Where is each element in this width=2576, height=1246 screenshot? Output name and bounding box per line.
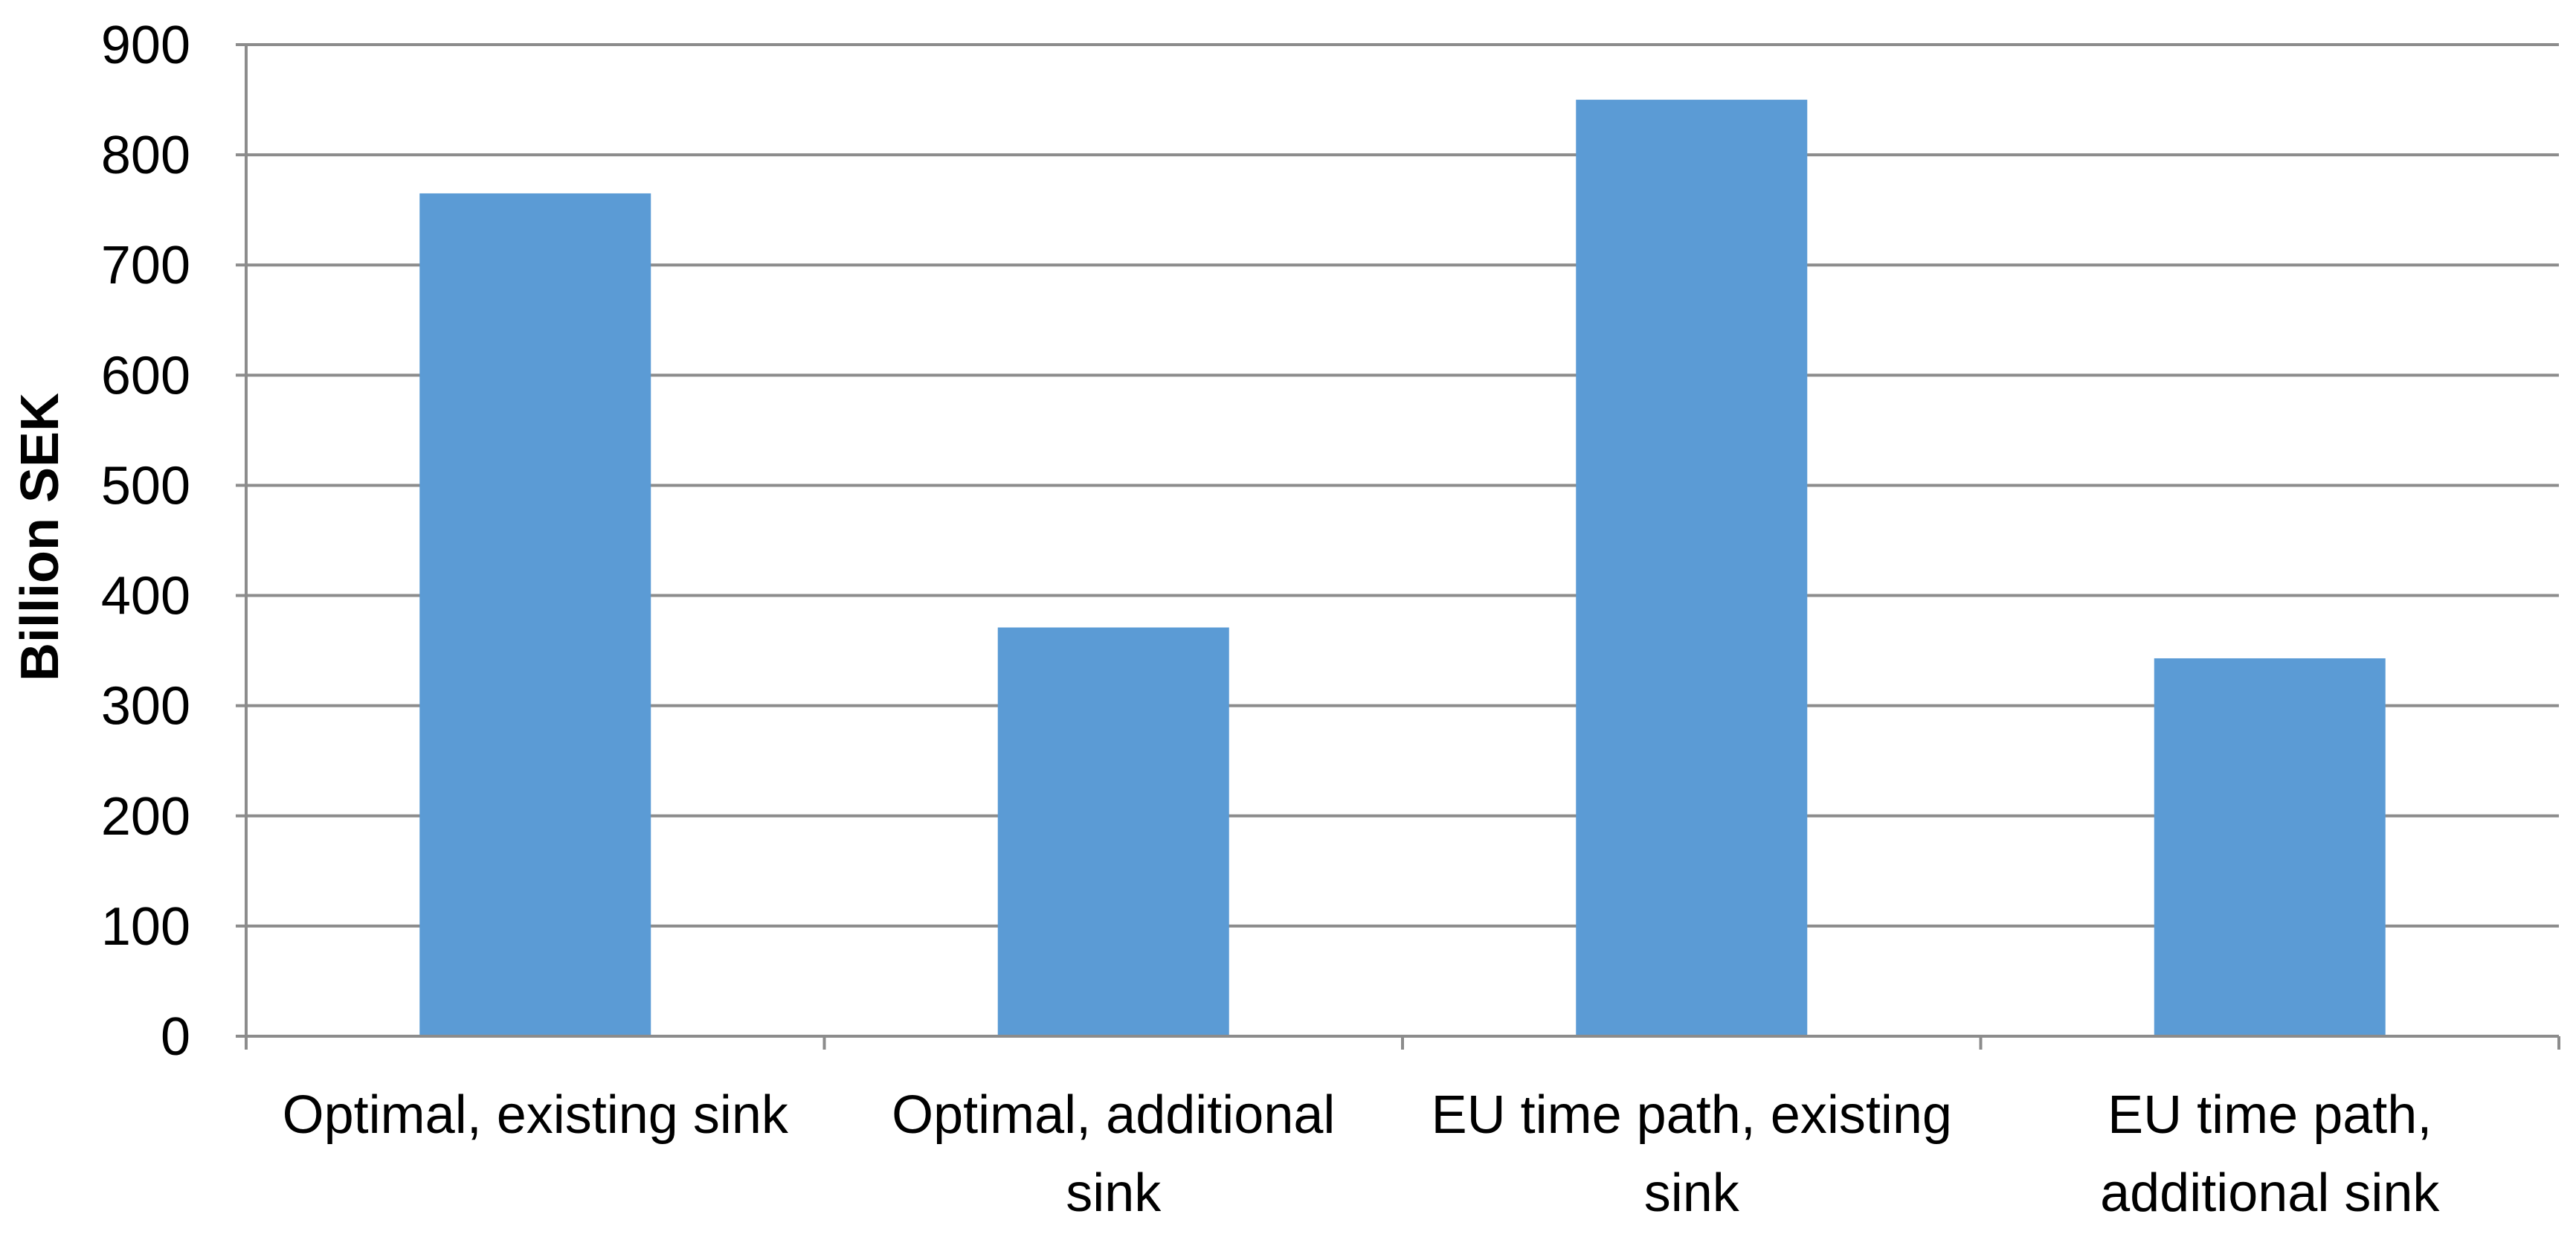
y-tick-label: 800 xyxy=(101,126,190,185)
y-axis-tick-labels: 0 100 200 300 400 500 600 700 800 900 xyxy=(101,16,190,1067)
y-tick-label: 900 xyxy=(101,16,190,75)
x-category-label: Optimal, existing sink xyxy=(283,1085,789,1145)
y-tick-label: 100 xyxy=(101,897,190,957)
y-tick-label: 400 xyxy=(101,567,190,626)
x-axis-category-labels: Optimal, existing sink Optimal, additiona… xyxy=(283,1085,2441,1223)
axes xyxy=(236,43,2560,1050)
y-tick-label: 500 xyxy=(101,456,190,516)
bar xyxy=(997,627,1229,1036)
y-axis-title: Billion SEK xyxy=(10,393,70,681)
x-category-label: Optimal, additional sink xyxy=(892,1085,1335,1223)
x-category-label: EU time path, existing sink xyxy=(1432,1085,1952,1223)
y-tick-label: 0 xyxy=(161,1007,190,1067)
bar xyxy=(419,193,651,1037)
y-tick-label: 300 xyxy=(101,677,190,736)
y-tick-label: 200 xyxy=(101,787,190,847)
x-category-label: EU time path, additional sink xyxy=(2100,1085,2440,1223)
y-tick-label: 600 xyxy=(101,346,190,405)
bar xyxy=(1576,100,1808,1037)
y-tick-label: 700 xyxy=(101,236,190,295)
bars xyxy=(419,100,2386,1037)
bar xyxy=(2154,658,2386,1036)
